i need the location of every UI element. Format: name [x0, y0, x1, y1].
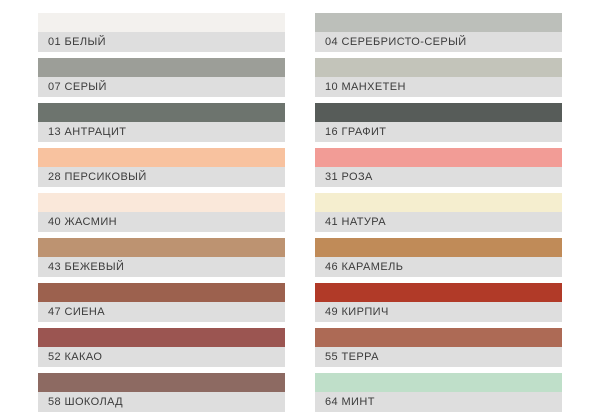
color-swatch	[315, 283, 562, 302]
palette-item-zhasmin: 40 ЖАСМИН	[38, 193, 285, 232]
color-label: 13 АНТРАЦИТ	[38, 122, 285, 142]
color-label: 47 СИЕНА	[38, 302, 285, 322]
palette-item-siena: 47 СИЕНА	[38, 283, 285, 322]
palette-column-right: 04 СЕРЕБРИСТО-СЕРЫЙ 10 МАНХЕТЕН 16 ГРАФИ…	[315, 13, 562, 418]
color-label: 64 МИНТ	[315, 392, 562, 412]
color-label: 04 СЕРЕБРИСТО-СЕРЫЙ	[315, 32, 562, 52]
color-swatch	[315, 193, 562, 212]
color-label-text: 46 КАРАМЕЛЬ	[325, 261, 404, 273]
color-label-text: 47 СИЕНА	[48, 306, 105, 318]
color-swatch	[38, 193, 285, 212]
color-label: 28 ПЕРСИКОВЫЙ	[38, 167, 285, 187]
palette-item-manheten: 10 МАНХЕТЕН	[315, 58, 562, 97]
color-swatch	[38, 373, 285, 392]
color-label: 49 КИРПИЧ	[315, 302, 562, 322]
color-label: 40 ЖАСМИН	[38, 212, 285, 232]
color-swatch	[38, 328, 285, 347]
palette-item-kakao: 52 КАКАО	[38, 328, 285, 367]
color-label-text: 64 МИНТ	[325, 396, 375, 408]
color-swatch	[315, 238, 562, 257]
color-label-text: 07 СЕРЫЙ	[48, 81, 107, 93]
color-label-text: 04 СЕРЕБРИСТО-СЕРЫЙ	[325, 36, 467, 48]
color-swatch	[315, 58, 562, 77]
color-swatch	[38, 103, 285, 122]
color-label-text: 28 ПЕРСИКОВЫЙ	[48, 171, 147, 183]
palette-item-terra: 55 ТЕРРА	[315, 328, 562, 367]
color-label-text: 49 КИРПИЧ	[325, 306, 389, 318]
color-label: 58 ШОКОЛАД	[38, 392, 285, 412]
color-label: 52 КАКАО	[38, 347, 285, 367]
color-label: 16 ГРАФИТ	[315, 122, 562, 142]
palette-item-seryj: 07 СЕРЫЙ	[38, 58, 285, 97]
palette-item-natura: 41 НАТУРА	[315, 193, 562, 232]
palette-item-roza: 31 РОЗА	[315, 148, 562, 187]
color-swatch	[315, 328, 562, 347]
color-swatch	[315, 103, 562, 122]
color-swatch	[38, 13, 285, 32]
color-label-text: 55 ТЕРРА	[325, 351, 379, 363]
palette-item-grafit: 16 ГРАФИТ	[315, 103, 562, 142]
color-label: 10 МАНХЕТЕН	[315, 77, 562, 97]
color-label-text: 43 БЕЖЕВЫЙ	[48, 261, 125, 273]
color-label-text: 01 БЕЛЫЙ	[48, 36, 106, 48]
color-label-text: 52 КАКАО	[48, 351, 103, 363]
color-label-text: 16 ГРАФИТ	[325, 126, 387, 138]
color-swatch	[315, 373, 562, 392]
color-swatch	[315, 148, 562, 167]
palette-item-karamel: 46 КАРАМЕЛЬ	[315, 238, 562, 277]
color-label: 55 ТЕРРА	[315, 347, 562, 367]
color-label-text: 10 МАНХЕТЕН	[325, 81, 406, 93]
color-swatch	[38, 283, 285, 302]
palette-item-belyj: 01 БЕЛЫЙ	[38, 13, 285, 52]
color-label-text: 13 АНТРАЦИТ	[48, 126, 127, 138]
color-label-text: 41 НАТУРА	[325, 216, 386, 228]
color-label-text: 40 ЖАСМИН	[48, 216, 117, 228]
color-label: 01 БЕЛЫЙ	[38, 32, 285, 52]
palette-item-kirpich: 49 КИРПИЧ	[315, 283, 562, 322]
palette-item-mint: 64 МИНТ	[315, 373, 562, 412]
color-label-text: 58 ШОКОЛАД	[48, 396, 124, 408]
palette-item-persikovyj: 28 ПЕРСИКОВЫЙ	[38, 148, 285, 187]
color-swatch	[38, 58, 285, 77]
color-label: 31 РОЗА	[315, 167, 562, 187]
palette-item-bezhevyj: 43 БЕЖЕВЫЙ	[38, 238, 285, 277]
color-swatch	[315, 13, 562, 32]
palette-item-antracit: 13 АНТРАЦИТ	[38, 103, 285, 142]
color-swatch	[38, 238, 285, 257]
color-swatch	[38, 148, 285, 167]
color-label: 46 КАРАМЕЛЬ	[315, 257, 562, 277]
color-label: 41 НАТУРА	[315, 212, 562, 232]
palette-item-shokolad: 58 ШОКОЛАД	[38, 373, 285, 412]
palette-item-serebristo-seryj: 04 СЕРЕБРИСТО-СЕРЫЙ	[315, 13, 562, 52]
color-label: 43 БЕЖЕВЫЙ	[38, 257, 285, 277]
color-label: 07 СЕРЫЙ	[38, 77, 285, 97]
palette-column-left: 01 БЕЛЫЙ 07 СЕРЫЙ 13 АНТРАЦИТ 28 ПЕРСИКО…	[38, 13, 285, 418]
color-label-text: 31 РОЗА	[325, 171, 373, 183]
